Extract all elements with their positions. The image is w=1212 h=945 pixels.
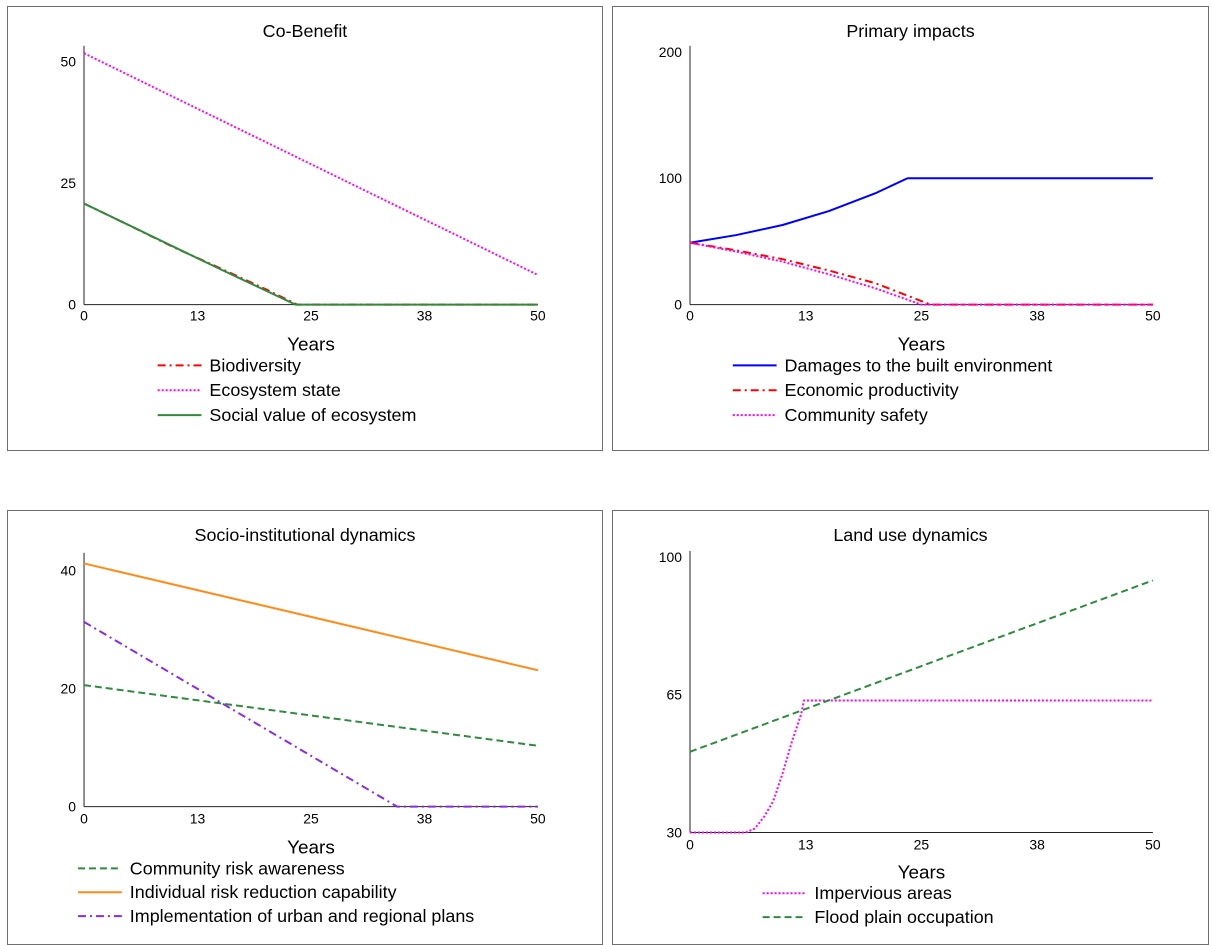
x-axis-label: Years <box>287 837 335 858</box>
x-axis-label: Years <box>898 334 946 355</box>
x-tick-label: 0 <box>80 308 88 324</box>
series-line-2 <box>689 579 1154 753</box>
chart-svg: Socio-institutional dynamics 0 20 40 0 13 25 38… <box>61 525 546 926</box>
y-tick-label: 30 <box>667 824 683 840</box>
y-tick-label: 0 <box>674 297 682 313</box>
y-tick-label: 50 <box>61 54 77 70</box>
series-line-1 <box>690 699 1153 834</box>
y-tick-label: 100 <box>659 549 682 565</box>
x-tick-label: 50 <box>1145 836 1161 852</box>
legend-label: Social value of ecosystem <box>209 405 416 425</box>
x-tick-label: 50 <box>530 811 546 827</box>
y-tick-label: 65 <box>667 687 683 703</box>
x-tick-label: 25 <box>914 836 930 852</box>
legend-label: Community risk awareness <box>130 858 345 878</box>
legend-label: Biodiversity <box>209 355 301 375</box>
x-tick-label: 0 <box>686 308 694 324</box>
x-tick-label: 50 <box>530 308 546 324</box>
legend-label: Flood plain occupation <box>814 907 993 927</box>
chart-svg: Primary impacts 0 100 200 0 13 25 38 50 YearsDama… <box>659 21 1161 425</box>
y-tick-label: 40 <box>61 563 77 579</box>
series-line-2 <box>83 52 539 276</box>
x-tick-label: 38 <box>417 308 433 324</box>
series-line-1 <box>689 177 1153 244</box>
x-axis-label: Years <box>287 334 335 355</box>
y-tick-label: 200 <box>659 44 682 60</box>
x-tick-label: 0 <box>686 836 694 852</box>
series-line-1 <box>83 684 539 747</box>
series-line-2 <box>83 562 539 672</box>
y-tick-label: 20 <box>61 681 77 697</box>
x-tick-label: 0 <box>80 811 88 827</box>
x-tick-label: 13 <box>190 811 206 827</box>
chart-title: Primary impacts <box>846 21 974 41</box>
chart-title: Socio-institutional dynamics <box>195 525 416 545</box>
series-line-3 <box>83 621 538 808</box>
chart-title: Land use dynamics <box>833 525 987 545</box>
series-line-3 <box>83 202 538 306</box>
legend-label: Impervious areas <box>814 883 951 903</box>
x-tick-label: 13 <box>798 836 814 852</box>
x-tick-label: 38 <box>417 811 433 827</box>
chart-svg: Land use dynamics 30 65 100 0 13 25 38 50 YearsIm… <box>659 525 1161 927</box>
chart-svg: Co-Benefit 0 25 50 0 13 25 38 50 YearsBiodiversit… <box>61 21 546 425</box>
x-tick-label: 25 <box>914 308 930 324</box>
x-axis-label: Years <box>898 862 946 883</box>
legend-label: Economic productivity <box>785 380 959 400</box>
legend-label: Ecosystem state <box>209 380 340 400</box>
series-line-3 <box>689 241 1153 306</box>
y-tick-label: 0 <box>68 799 76 815</box>
legend-label: Community safety <box>785 405 928 425</box>
y-tick-label: 25 <box>61 175 77 191</box>
x-tick-label: 25 <box>303 308 319 324</box>
chart-panel-co-benefit: Co-Benefit 0 25 50 0 13 25 38 50 Years Biodiversit… <box>7 6 603 451</box>
legend-label: Implementation of urban and regional pla… <box>130 906 474 926</box>
x-tick-label: 13 <box>190 308 206 324</box>
chart-title: Co-Benefit <box>263 21 348 41</box>
series-line-2 <box>689 241 1153 306</box>
x-tick-label: 38 <box>1029 836 1045 852</box>
x-tick-label: 50 <box>1145 308 1161 324</box>
x-tick-label: 25 <box>303 811 319 827</box>
chart-panel-primary-impacts: Primary impacts 0 100 200 0 13 25 38 50 Years Dama… <box>612 6 1209 451</box>
y-tick-label: 100 <box>659 170 682 186</box>
chart-panel-socio-institutional-dynamics: Socio-institutional dynamics 0 20 40 0 13 25 38… <box>7 510 603 945</box>
legend-label: Damages to the built environment <box>785 355 1053 375</box>
y-tick-label: 0 <box>68 297 76 313</box>
x-tick-label: 38 <box>1029 308 1045 324</box>
chart-panel-land-use-dynamics: Land use dynamics 30 65 100 0 13 25 38 50 Years Im… <box>612 510 1209 945</box>
x-tick-label: 13 <box>798 308 814 324</box>
legend-label: Individual risk reduction capability <box>130 882 397 902</box>
series-line-1 <box>83 202 538 306</box>
